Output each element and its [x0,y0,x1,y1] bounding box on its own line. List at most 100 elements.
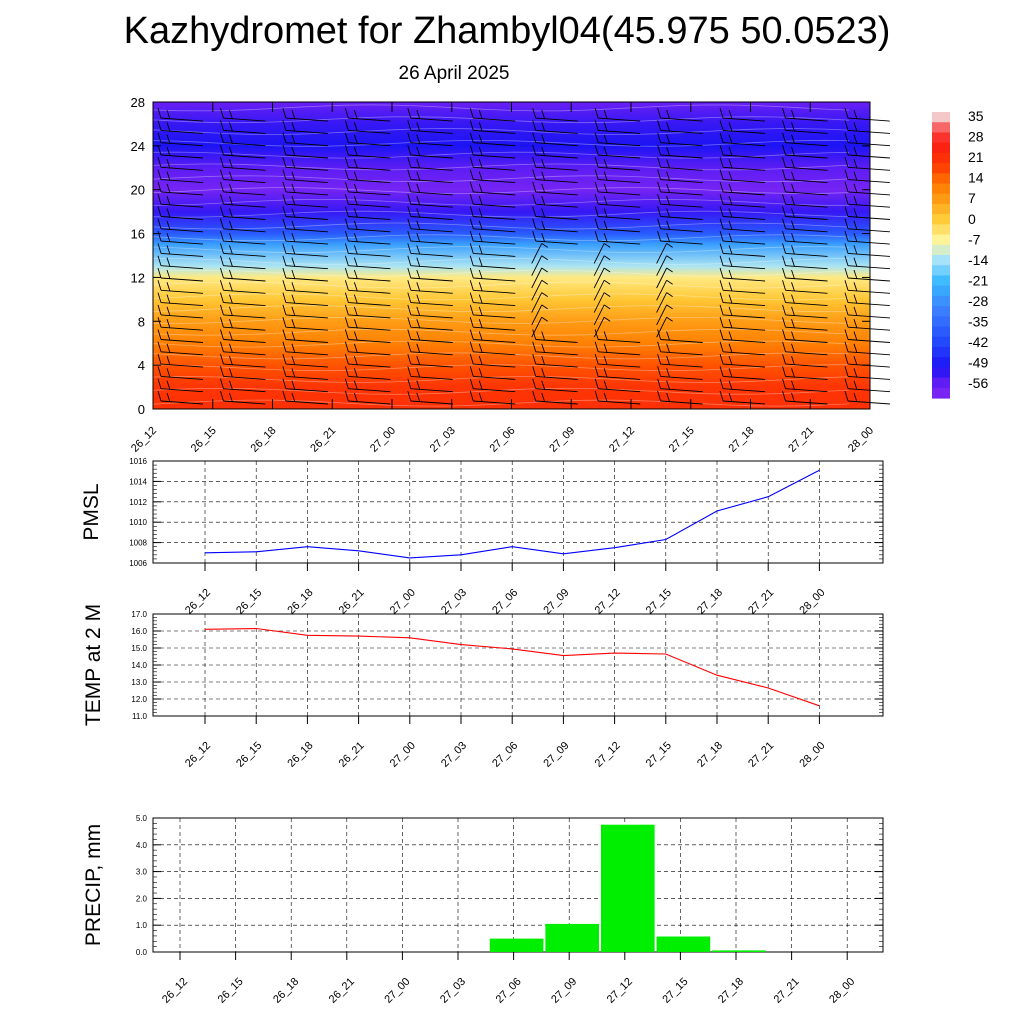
wind-barbs [157,107,891,405]
precip-panel-x-label: 27_21 [772,976,802,1006]
pmsl-panel-x-label: 27_15 [644,587,674,617]
pmsl-panel-y-label: 1008 [129,539,147,548]
heatmap-y-label: 8 [138,314,145,329]
precip-panel-y-title: PRECIP, mm [82,824,105,946]
temp-panel-y-label: 16.0 [131,627,147,636]
temp-panel-y-label: 11.0 [132,712,148,721]
temp-panel-x-label: 27_00 [388,740,418,770]
colorbar-label: 21 [968,149,984,165]
colorbar-label: 7 [968,190,976,206]
temp-panel-x-label: 27_09 [541,740,571,770]
heatmap-y-label: 4 [138,358,145,373]
precip-panel-y-label: 5.0 [136,814,148,823]
temp-panel-y-title: TEMP at 2 M [82,604,105,726]
colorbar-label: 35 [968,108,984,124]
colorbar-swatch [932,173,950,185]
precip-panel-x-label: 27_00 [382,976,412,1006]
heatmap-x-label: 27_09 [547,425,577,455]
temp-panel-y-label: 14.0 [131,661,147,670]
heatmap-x-label: 28_00 [846,425,876,455]
heatmap-x-label: 26_15 [189,425,219,455]
heatmap-x-label: 27_21 [786,425,816,455]
colorbar-swatch [932,306,950,317]
heatmap-x-label: 27_00 [368,425,398,455]
colorbar-label: -14 [968,252,988,268]
heatmap-y-label: 20 [131,183,145,198]
precip-panel-frame [152,817,884,953]
colorbar-swatch [932,387,950,399]
pmsl-panel-y-label: 1016 [129,457,147,466]
colorbar-swatch [932,265,950,277]
precip-panel-x-label: 26_21 [327,976,357,1006]
pmsl-panel-x-label: 26_21 [337,587,367,617]
pmsl-panel-y-label: 1006 [129,559,147,568]
colorbar-swatch [932,142,950,154]
pmsl-panel-x-label: 26_18 [285,587,315,617]
pmsl-panel-x-label: 27_06 [490,587,520,617]
colorbar-swatch [932,285,950,297]
colorbar-label: -56 [968,375,988,391]
temp-panel: 11.0 12.0 13.0 14.0 15.0 16.0 17.0 TEMP at 2 M 2… [82,604,884,770]
colorbar-swatch [932,214,950,225]
heatmap-x-label: 26_12 [129,425,159,455]
colorbar-swatch [932,203,950,215]
colorbar-swatch [932,112,950,123]
colorbar-swatch [932,152,950,164]
precip-panel-x-label: 27_06 [494,976,524,1006]
pmsl-panel-y-label: 1012 [129,498,147,507]
heatmap-x-label: 26_21 [308,425,338,455]
colorbar-swatch [932,357,950,368]
precip-panel-x-label: 27_18 [716,976,746,1006]
precip-bar [545,923,599,952]
colorbar-swatch [932,234,950,246]
colorbar-label: 0 [968,211,976,227]
pmsl-panel-y-title: PMSL [80,483,103,540]
heatmap-x-label: 26_18 [249,425,279,455]
heatmap-y-label: 16 [131,227,145,242]
colorbar-swatch [932,367,950,379]
pmsl-panel: 1006 1008 1010 1012 1014 1016 PMSL 26_12 26_15 26… [80,457,884,617]
precip-panel-y-label: 0.0 [136,948,148,957]
chart-subtitle: 26 April 2025 [398,63,510,84]
pmsl-panel-x-label: 27_03 [439,587,469,617]
heatmap-y-label: 24 [131,139,145,154]
colorbar-swatch [932,326,950,338]
pmsl-panel-x-label: 27_21 [746,587,776,617]
temp-panel-x-label: 27_15 [644,740,674,770]
pmsl-panel-x-label: 28_00 [797,587,827,617]
precip-panel: 0.0 1.0 2.0 3.0 4.0 5.0 PRECIP, mm 26_12 26_15 26… [82,814,884,1006]
heatmap-y-label: 0 [138,402,145,417]
heatmap-x-label: 27_15 [667,425,697,455]
precip-panel-y-label: 4.0 [136,841,148,850]
precip-panel-x-label: 26_15 [216,976,246,1006]
colorbar-swatch [932,346,950,358]
colorbar-swatch [932,122,950,134]
pmsl-panel-x-label: 27_00 [388,587,418,617]
chart-title: Kazhydromet for Zhambyl04(45.975 50.0523… [123,10,891,52]
colorbar-label: -35 [968,314,988,330]
temp-series-line [204,627,820,707]
temp-panel-x-label: 26_12 [183,740,213,770]
pmsl-panel-x-label: 27_18 [695,587,725,617]
colorbar-label: -42 [968,334,988,350]
temp-panel-x-label: 27_03 [439,740,469,770]
precip-panel-x-label: 26_12 [160,976,190,1006]
colorbar-swatch [932,163,950,174]
heatmap-x-label: 27_06 [488,425,518,455]
colorbar-swatch [932,244,950,256]
pmsl-panel-x-label: 27_12 [593,587,623,617]
colorbar-swatch [932,316,950,328]
precip-panel-x-label: 27_15 [660,976,690,1006]
precip-bar [489,938,544,952]
temp-panel-x-label: 27_18 [695,740,725,770]
precip-panel-x-label: 27_12 [605,976,635,1006]
temp-panel-x-label: 26_15 [234,740,264,770]
heatmap-y-label: 12 [131,270,145,285]
pmsl-panel-x-label: 26_12 [183,587,213,617]
colorbar-label: 14 [968,170,984,186]
precip-bar [656,936,711,952]
temp-panel-x-label: 27_12 [593,740,623,770]
heatmap-x-label: 27_18 [727,425,757,455]
colorbar-label: -28 [968,293,988,309]
